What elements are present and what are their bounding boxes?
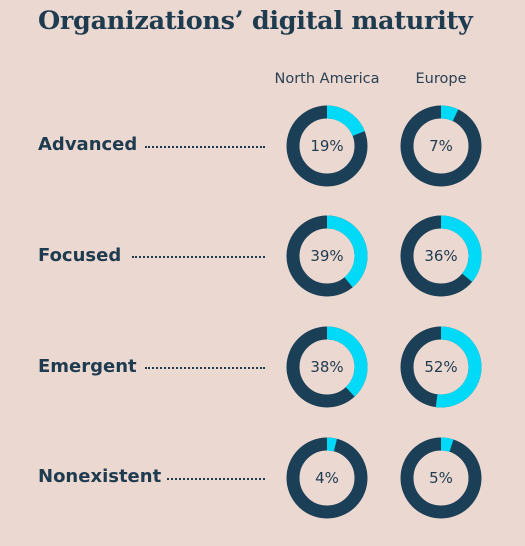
leader-line-emergent bbox=[145, 367, 265, 369]
donut-segment-advanced-europe bbox=[400, 105, 482, 187]
donut-value-label-advanced-north-america: 19% bbox=[310, 137, 343, 155]
column-header-europe: Europe bbox=[415, 71, 467, 87]
chart-title: Organizations’ digital maturity bbox=[38, 6, 473, 36]
row-label-nonexistent: Nonexistent bbox=[38, 466, 162, 487]
donut-segment-nonexistent-north-america bbox=[286, 437, 368, 519]
leader-line-advanced bbox=[145, 146, 265, 148]
donut-segment-advanced-north-america bbox=[286, 105, 368, 187]
donut-segment-emergent-north-america bbox=[286, 326, 368, 408]
column-header-north-america: North America bbox=[274, 71, 380, 87]
donut-value-label-focused-north-america: 39% bbox=[310, 247, 343, 265]
donut-segment-nonexistent-europe bbox=[400, 437, 482, 519]
row-label-emergent: Emergent bbox=[38, 356, 137, 377]
donut-segment-focused-north-america bbox=[286, 215, 368, 297]
donut-segment-emergent-europe bbox=[400, 326, 482, 408]
leader-line-focused bbox=[132, 256, 265, 258]
donut-value-label-emergent-north-america: 38% bbox=[310, 358, 343, 376]
donut-value-label-nonexistent-europe: 5% bbox=[429, 469, 453, 487]
donut-value-label-nonexistent-north-america: 4% bbox=[315, 469, 339, 487]
donut-segment-focused-europe bbox=[400, 215, 482, 297]
donut-value-label-focused-europe: 36% bbox=[424, 247, 457, 265]
donut-value-label-advanced-europe: 7% bbox=[429, 137, 453, 155]
donut-value-label-emergent-europe: 52% bbox=[424, 358, 457, 376]
row-label-focused: Focused bbox=[38, 245, 122, 266]
leader-line-nonexistent bbox=[167, 478, 265, 480]
row-label-advanced: Advanced bbox=[38, 134, 138, 155]
